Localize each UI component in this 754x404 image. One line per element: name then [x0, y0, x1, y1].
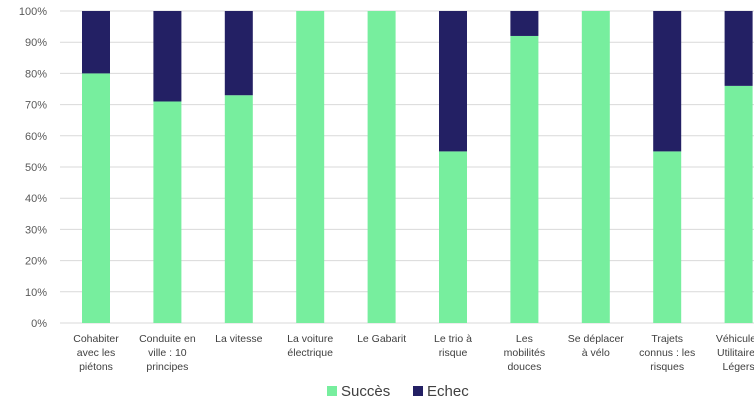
x-tick-label: risques [650, 361, 684, 373]
x-tick-label: Conduite en [139, 333, 196, 345]
x-tick-label: Trajets [651, 333, 683, 345]
bar-segment-succes [82, 73, 110, 324]
x-tick-label: risque [439, 347, 468, 359]
y-tick-label: 90% [25, 37, 47, 49]
bar-segment-echec [153, 11, 182, 102]
x-tick-label: Les [516, 333, 533, 345]
x-tick-label: avec les [77, 347, 116, 359]
bar-segment-echec [224, 11, 253, 96]
bar-segment-succes [439, 151, 467, 323]
y-tick-label: 70% [25, 100, 47, 112]
y-axis: 0% 10% 20% 30% 40% 50% 60% 70% 80% 90% 100% [19, 6, 47, 330]
bar-segment-succes [653, 151, 682, 323]
x-tick-label: mobilités [504, 347, 545, 359]
x-tick-label: piétons [79, 361, 113, 373]
y-tick-label: 40% [25, 193, 47, 205]
bar-segment-succes [296, 11, 325, 323]
x-tick-label: Le Gabarit [357, 333, 406, 345]
bar-segment-succes [224, 95, 253, 324]
x-tick-label: à vélo [582, 347, 610, 359]
x-tick-label: La vitesse [215, 333, 262, 345]
x-tick-label: connus : les [639, 347, 695, 359]
legend-label: Echec [427, 383, 469, 400]
x-tick-label: électrique [287, 347, 333, 359]
bar-segment-succes [581, 11, 610, 323]
x-tick-label: Légers [723, 361, 754, 373]
y-tick-label: 10% [25, 287, 47, 299]
legend: Succès Echec [327, 383, 469, 400]
bar-segment-echec [724, 11, 753, 86]
legend-swatch [327, 386, 337, 396]
x-tick-label: La voiture [287, 333, 333, 345]
bar-segment-succes [367, 11, 396, 323]
bar-segment-echec [82, 11, 110, 74]
x-tick-label: douces [507, 361, 541, 373]
y-tick-label: 80% [25, 68, 47, 80]
bars [82, 11, 753, 324]
bar-segment-succes [724, 85, 753, 323]
y-tick-label: 20% [25, 256, 47, 268]
x-tick-label: Le trio à [434, 333, 472, 345]
bar-segment-succes [510, 35, 539, 324]
y-tick-label: 60% [25, 131, 47, 143]
y-tick-label: 30% [25, 224, 47, 236]
y-tick-label: 100% [19, 6, 47, 18]
x-tick-label: Véhicules [716, 333, 754, 345]
x-tick-label: Se déplacer [568, 333, 625, 345]
bar-segment-succes [153, 101, 182, 323]
y-tick-label: 50% [25, 162, 47, 174]
x-tick-label: Cohabiter [73, 333, 119, 345]
legend-swatch [413, 386, 423, 396]
x-tick-label: Utilitaires [717, 347, 754, 359]
x-tick-label: principes [146, 361, 188, 373]
x-tick-label: ville : 10 [148, 347, 187, 359]
bar-segment-echec [510, 11, 539, 36]
bar-segment-echec [439, 11, 467, 152]
y-tick-label: 0% [31, 318, 47, 330]
legend-label: Succès [341, 383, 390, 400]
x-axis: Cohabiter avec les piétons Conduite en ville… [73, 333, 754, 373]
bar-segment-echec [653, 11, 682, 152]
